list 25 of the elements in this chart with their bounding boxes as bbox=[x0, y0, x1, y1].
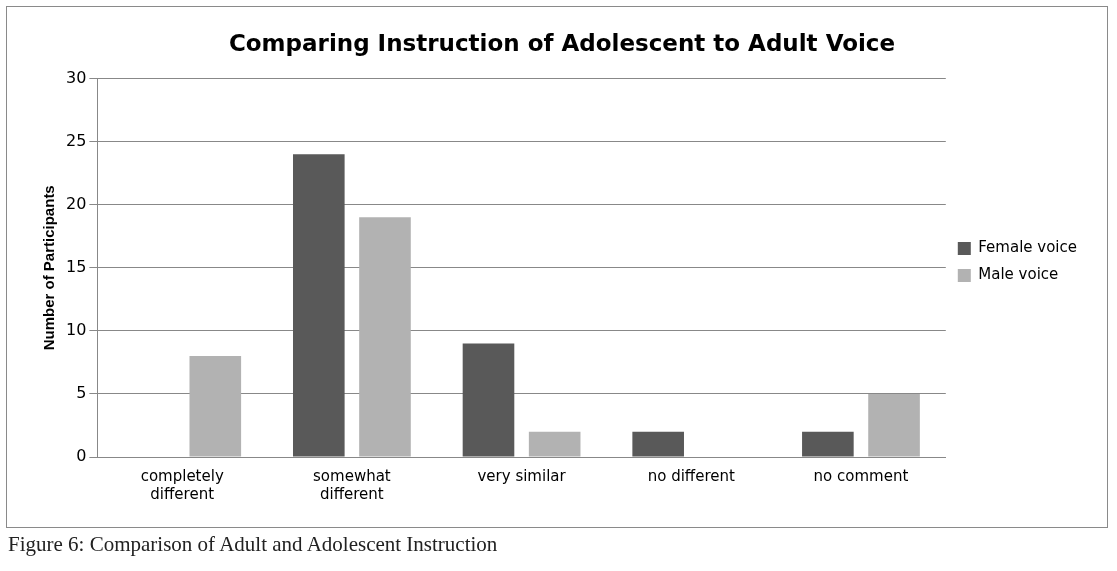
y-tick-label: 15 bbox=[66, 256, 87, 276]
bar bbox=[868, 393, 920, 457]
bar bbox=[528, 431, 581, 457]
x-tick-label: no comment bbox=[813, 466, 909, 485]
legend-label: Female voice bbox=[978, 238, 1077, 257]
bar bbox=[462, 343, 515, 457]
bar bbox=[802, 431, 854, 457]
y-tick-label: 20 bbox=[66, 193, 87, 213]
y-tick-label: 5 bbox=[76, 383, 87, 403]
y-axis-title: Number of Participants bbox=[40, 185, 58, 351]
y-tick-label: 30 bbox=[66, 67, 87, 87]
y-tick-label: 25 bbox=[66, 130, 87, 150]
caption: Figure 6: Comparison of Adult and Adolescent Instruction bbox=[8, 532, 498, 557]
bar bbox=[359, 217, 411, 457]
chart-title: Comparing Instruction of Adolescent to Adult Voice bbox=[228, 29, 896, 56]
x-tick-label: no different bbox=[647, 466, 735, 485]
legend-label: Male voice bbox=[978, 265, 1059, 284]
y-tick-label: 10 bbox=[66, 320, 87, 340]
x-tick-label: very similar bbox=[477, 466, 567, 485]
y-tick-label: 0 bbox=[76, 446, 87, 466]
bar bbox=[292, 154, 345, 457]
bar bbox=[189, 356, 242, 457]
x-tick-label: completely different bbox=[140, 466, 224, 503]
bar bbox=[632, 431, 684, 457]
x-tick-label: somewhat different bbox=[313, 466, 391, 503]
